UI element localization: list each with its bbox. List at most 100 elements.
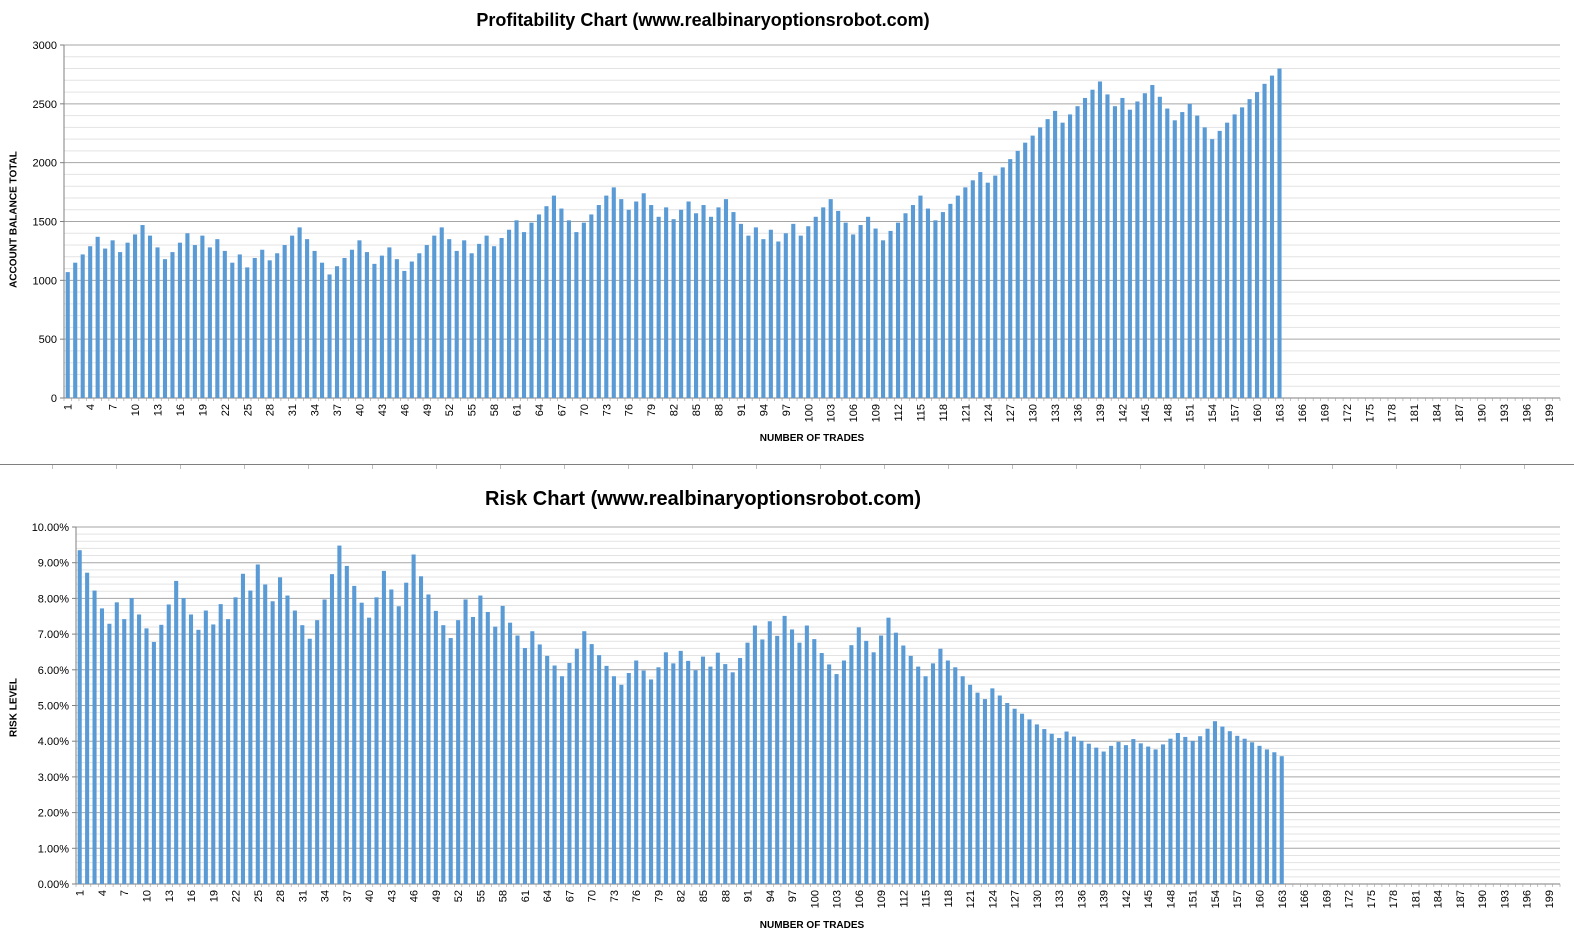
bar xyxy=(700,656,706,884)
y-tick-label: 3.00% xyxy=(38,772,69,784)
x-tick-label: 76 xyxy=(624,404,636,416)
x-tick-label: 130 xyxy=(1028,404,1040,422)
bar xyxy=(948,203,953,398)
bar xyxy=(88,246,93,398)
x-tick-label: 31 xyxy=(297,890,309,902)
bar xyxy=(1020,713,1025,884)
bar xyxy=(267,260,272,398)
x-tick-label: 28 xyxy=(265,404,277,416)
x-tick-label: 22 xyxy=(220,404,232,416)
bar xyxy=(1175,732,1180,884)
bar xyxy=(731,212,736,398)
bar xyxy=(1012,708,1017,884)
x-tick-label: 58 xyxy=(489,404,501,416)
bar xyxy=(798,235,803,398)
x-tick-label: 7 xyxy=(119,890,131,896)
bar xyxy=(1045,119,1050,398)
profitability-y-axis-title: ACCOUNT BALANCE TOTAL xyxy=(8,151,20,288)
bar xyxy=(821,207,826,398)
x-tick-label: 160 xyxy=(1252,404,1264,422)
y-tick-label: 5.00% xyxy=(38,701,69,713)
bar xyxy=(910,205,916,398)
x-tick-label: 178 xyxy=(1388,890,1400,908)
bar xyxy=(701,205,706,398)
bar xyxy=(536,214,542,398)
bar xyxy=(1183,736,1188,884)
divider-tick xyxy=(180,465,181,469)
x-tick-label: 145 xyxy=(1140,404,1152,422)
bar xyxy=(753,227,758,398)
y-tick-label: 2000 xyxy=(33,158,57,170)
y-tick-label: 0.00% xyxy=(38,879,69,891)
divider-tick xyxy=(308,465,309,469)
bar xyxy=(275,253,280,398)
x-tick-label: 163 xyxy=(1275,404,1287,422)
bar xyxy=(80,254,85,398)
x-tick-label: 58 xyxy=(498,890,510,902)
bar xyxy=(1034,724,1039,884)
x-tick-label: 139 xyxy=(1099,890,1111,908)
bar xyxy=(137,614,142,884)
divider-tick xyxy=(756,465,757,469)
bar xyxy=(1060,122,1065,398)
bar xyxy=(174,580,179,884)
bar xyxy=(1264,749,1269,884)
bar xyxy=(1023,142,1028,398)
bar xyxy=(290,235,295,398)
bar xyxy=(738,658,743,884)
x-tick-label: 187 xyxy=(1455,890,1467,908)
bar xyxy=(871,652,876,884)
bar xyxy=(604,195,609,398)
bar xyxy=(945,660,950,884)
x-tick-label: 43 xyxy=(377,404,389,416)
bar xyxy=(886,617,891,884)
x-tick-label: 109 xyxy=(876,890,888,908)
bar xyxy=(456,620,461,884)
bar xyxy=(307,638,312,884)
divider-tick xyxy=(1268,465,1269,469)
x-tick-label: 40 xyxy=(354,404,366,416)
bar xyxy=(499,237,504,398)
bar xyxy=(1068,114,1073,398)
x-tick-label: 37 xyxy=(342,890,354,902)
bar xyxy=(387,247,392,398)
bar xyxy=(619,199,624,398)
bar xyxy=(396,606,401,884)
bar xyxy=(1127,109,1132,398)
x-tick-label: 142 xyxy=(1121,890,1133,908)
bar xyxy=(327,274,332,398)
divider-tick xyxy=(52,465,53,469)
bar xyxy=(990,688,995,884)
x-tick-label: 196 xyxy=(1522,890,1534,908)
bar xyxy=(596,205,601,398)
bar xyxy=(447,239,452,398)
x-tick-label: 4 xyxy=(85,404,97,410)
divider-tick xyxy=(628,465,629,469)
bar xyxy=(559,208,564,398)
bar xyxy=(901,645,906,884)
x-tick-label: 64 xyxy=(542,890,554,902)
x-tick-label: 85 xyxy=(691,404,703,416)
bar xyxy=(611,187,616,398)
bar xyxy=(260,249,265,398)
bar xyxy=(252,257,257,398)
bar xyxy=(671,219,676,398)
y-tick-label: 9.00% xyxy=(38,558,69,570)
bar xyxy=(552,665,557,884)
profitability-chart-title: Profitability Chart (www.realbinaryoptio… xyxy=(476,10,930,30)
x-tick-label: 196 xyxy=(1521,404,1533,422)
bar xyxy=(508,622,513,884)
bar xyxy=(177,242,182,398)
divider-tick xyxy=(1332,465,1333,469)
bar xyxy=(357,240,362,398)
bar xyxy=(364,252,369,398)
bar xyxy=(521,232,527,398)
divider-tick xyxy=(372,465,373,469)
bar xyxy=(381,570,386,884)
bar xyxy=(626,673,631,884)
bar xyxy=(551,195,556,398)
bar xyxy=(923,676,928,884)
bar xyxy=(1053,110,1058,398)
x-tick-label: 145 xyxy=(1143,890,1155,908)
profitability-chart-plot: 0 500 1000 1500 2000 2500 3000 1 4 7 10 13 16 19 22 25 2… xyxy=(33,40,1561,422)
